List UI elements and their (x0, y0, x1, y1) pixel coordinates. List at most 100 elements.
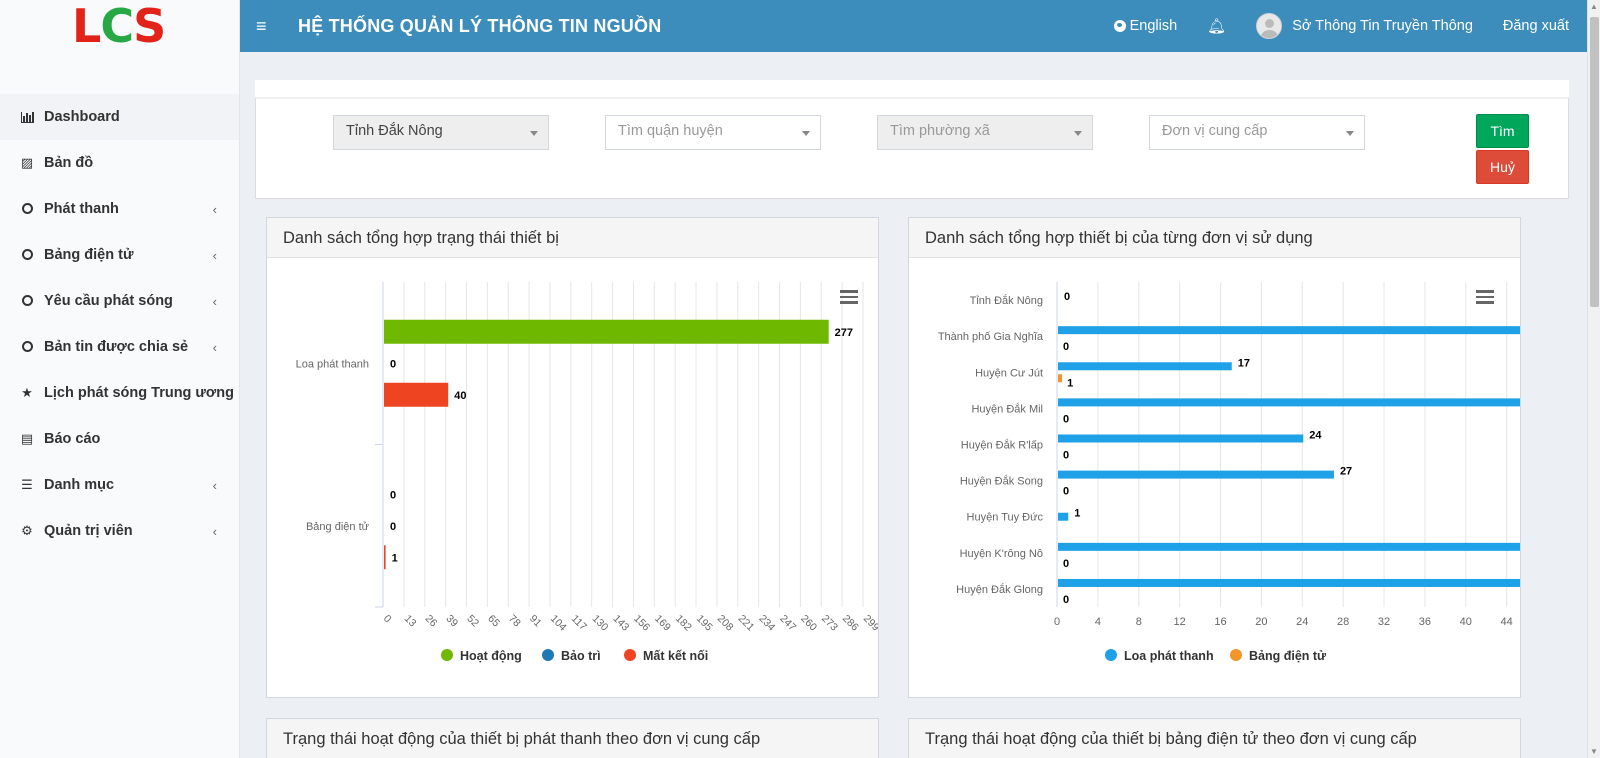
chart-menu-icon[interactable] (1476, 290, 1494, 304)
sidebar-item-label: Báo cáo (44, 431, 101, 447)
category-label: Tỉnh Đắk Nông (970, 294, 1043, 307)
chevron-left-icon: ‹ (212, 523, 217, 539)
data-label: 0 (1063, 594, 1069, 606)
ward-select[interactable]: Tìm phường xã (877, 115, 1093, 150)
legend-marker (1230, 649, 1242, 661)
x-tick-label: 299 (861, 613, 878, 634)
sidebar-item-shared-news[interactable]: Bản tin được chia sẻ ‹ (0, 324, 239, 370)
data-label: 1 (392, 552, 398, 564)
category-label: Huyện K'rông Nô (960, 548, 1043, 560)
sidebar-item-radio[interactable]: Phát thanh ‹ (0, 186, 239, 232)
sidebar-item-label: Bản đồ (44, 155, 94, 171)
x-tick-label: 208 (715, 613, 736, 634)
chevron-left-icon: ‹ (212, 247, 217, 263)
sidebar-item-broadcast-request[interactable]: Yêu cầu phát sóng ‹ (0, 278, 239, 324)
sidebar-item-catalog[interactable]: ☰ Danh mục ‹ (0, 462, 239, 508)
logout-link[interactable]: Đăng xuất (1503, 18, 1569, 34)
sidebar-item-central-schedule[interactable]: ★ Lịch phát sóng Trung ương (0, 370, 239, 416)
x-tick-label: 44 (1501, 616, 1513, 628)
sidebar-item-label: Phát thanh (44, 201, 119, 217)
sidebar-item-label: Quản trị viên (44, 523, 133, 539)
scrollbar-thumb[interactable] (1590, 17, 1599, 307)
sidebar-item-map[interactable]: ▨ Bản đồ (0, 140, 239, 186)
data-label: 40 (454, 390, 466, 402)
data-label: 17 (1238, 357, 1250, 369)
search-button[interactable]: Tìm (1476, 114, 1529, 148)
data-label: 0 (1063, 558, 1069, 570)
data-label: 0 (390, 358, 396, 370)
data-label: 0 (390, 489, 396, 501)
category-label: Huyện Cư Jút (975, 367, 1043, 379)
avatar (1256, 13, 1283, 39)
list-icon: ☰ (21, 477, 33, 492)
x-tick-label: 195 (694, 613, 715, 634)
legend-label: Loa phát thanh (1124, 649, 1214, 663)
x-tick-label: 24 (1296, 616, 1308, 628)
x-tick-label: 104 (548, 613, 569, 634)
legend-label: Mất kết nối (643, 649, 708, 663)
province-select[interactable]: Tỉnh Đắk Nông (333, 115, 549, 150)
x-tick-label: 182 (673, 613, 694, 634)
x-tick-label: 8 (1136, 616, 1142, 628)
data-label: 0 (1063, 486, 1069, 498)
sidebar-item-electronic-board[interactable]: Bảng điện tử ‹ (0, 232, 239, 278)
bar (1058, 512, 1069, 521)
app-title: HỆ THỐNG QUẢN LÝ THÔNG TIN NGUỒN (298, 15, 662, 36)
logo-letter-l: L (72, 0, 101, 53)
sidebar-item-label: Lịch phát sóng Trung ương (44, 385, 234, 401)
logout-label: Đăng xuất (1502, 18, 1569, 34)
user-menu[interactable]: Sở Thông Tin Truyền Thông (1256, 13, 1473, 39)
sidebar-item-report[interactable]: ▤ Báo cáo (0, 416, 239, 462)
category-label: Huyện Đắk Mil (971, 402, 1043, 415)
circle-icon (18, 294, 36, 309)
bar (1058, 374, 1063, 383)
sidebar-item-dashboard[interactable]: Dashboard (0, 94, 239, 140)
caret-down-icon (802, 131, 810, 136)
bar (384, 545, 386, 570)
hamburger-icon[interactable]: ≡ (256, 15, 267, 36)
chevron-left-icon: ‹ (212, 293, 217, 309)
sidebar-item-label: Danh mục (44, 477, 115, 493)
data-label: 24 (1309, 430, 1322, 442)
x-tick-label: 28 (1337, 616, 1349, 628)
x-tick-label: 221 (736, 613, 757, 634)
sidebar-item-admin[interactable]: ⚙ Quản trị viên ‹ (0, 508, 239, 554)
x-tick-label: 65 (485, 613, 502, 630)
category-label: Huyện Đắk Glong (956, 583, 1043, 596)
x-tick-label: 247 (777, 613, 798, 634)
data-label: 1 (1067, 377, 1073, 389)
caret-down-icon (1346, 131, 1354, 136)
bell-icon: 🔔︎ (1207, 18, 1227, 35)
panel-title: Danh sách tổng hợp thiết bị của từng đơn… (909, 218, 1520, 258)
scroll-down-icon[interactable]: ▼ (1590, 747, 1598, 756)
x-tick-label: 130 (590, 613, 611, 634)
category-label: Bảng điện tử (306, 521, 370, 533)
language-switch[interactable]: English (1113, 18, 1177, 34)
bar (384, 382, 449, 407)
data-label: 277 (835, 327, 853, 339)
sidebar-item-label: Bảng điện tử (44, 247, 134, 263)
cancel-button[interactable]: Huỷ (1476, 150, 1529, 184)
data-label: 1 (1074, 508, 1080, 520)
units-devices-chart: 048121620242832364044485256606468727680T… (938, 282, 1520, 663)
sidebar-item-label: Bản tin được chia sẻ (44, 339, 189, 355)
circle-icon (18, 202, 36, 217)
provider-select[interactable]: Đơn vị cung cấp (1149, 115, 1365, 150)
sidebar-item-label: Yêu cầu phát sóng (44, 293, 173, 309)
x-tick-label: 169 (652, 613, 673, 634)
page-scrollbar[interactable]: ▲ ▼ (1587, 0, 1600, 758)
district-select[interactable]: Tìm quận huyện (605, 115, 821, 150)
x-tick-label: 156 (631, 613, 652, 634)
category-label: Huyện Đắk R'lấp (961, 439, 1043, 452)
x-tick-label: 32 (1378, 616, 1390, 628)
chart-menu-icon[interactable] (840, 290, 858, 304)
legend-marker (441, 649, 453, 661)
x-tick-label: 78 (506, 613, 523, 630)
notifications-button[interactable]: 🔔︎ (1207, 17, 1226, 35)
globe-icon (1113, 20, 1126, 32)
circle-icon (18, 340, 36, 355)
x-tick-label: 260 (798, 613, 819, 634)
scroll-up-icon[interactable]: ▲ (1590, 2, 1598, 11)
x-tick-label: 12 (1174, 616, 1186, 628)
